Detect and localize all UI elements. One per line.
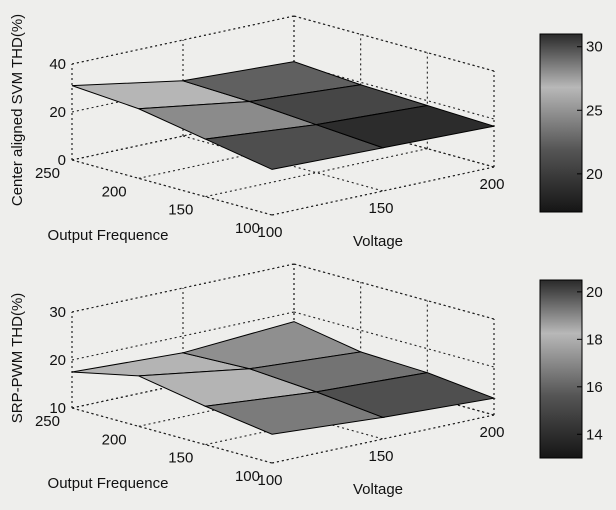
- x-tick-label: 150: [368, 200, 393, 217]
- colorbar-tick-label: 18: [586, 331, 603, 348]
- y-tick-label: 150: [168, 202, 193, 219]
- x-tick-label: 200: [479, 176, 504, 193]
- x-axis-label: Voltage: [353, 481, 403, 498]
- x-tick-label: 100: [257, 472, 282, 489]
- x-tick-label: 150: [368, 448, 393, 465]
- y-tick-label: 200: [102, 183, 127, 200]
- grid-line: [293, 263, 495, 320]
- colorbar-tick-label: 20: [586, 166, 603, 183]
- grid-line: [293, 15, 495, 72]
- y-tick-label: 200: [102, 431, 127, 448]
- surface-patch: [314, 372, 496, 418]
- surface-patch: [316, 104, 495, 149]
- z-tick-label: 40: [49, 56, 66, 73]
- y-tick-label: 150: [168, 450, 193, 467]
- x-tick-label: 100: [257, 224, 282, 241]
- z-tick-label: 20: [49, 104, 66, 121]
- y-tick-label: 100: [235, 468, 260, 485]
- x-tick-label: 200: [479, 424, 504, 441]
- colorbar: [539, 279, 583, 459]
- z-tick-label: 0: [58, 152, 66, 169]
- colorbar-tick-label: 30: [586, 39, 603, 56]
- colorbar-tick-label: 25: [586, 102, 603, 119]
- y-axis-label: Output Frequence: [48, 475, 169, 492]
- z-axis-label: SRP-PWM THD(%): [9, 293, 26, 424]
- z-tick-label: 20: [49, 352, 66, 369]
- z-tick-label: 10: [49, 400, 66, 417]
- x-axis-label: Voltage: [353, 233, 403, 250]
- colorbar: [539, 33, 583, 213]
- y-tick-label: 250: [35, 165, 60, 182]
- colorbar-tick-label: 20: [586, 284, 603, 301]
- y-tick-label: 100: [235, 220, 260, 237]
- colorbar-tick-label: 16: [586, 379, 603, 396]
- z-axis-label: Center aligned SVM THD(%): [9, 14, 26, 206]
- y-axis-label: Output Frequence: [48, 227, 169, 244]
- y-tick-label: 250: [35, 413, 60, 430]
- z-tick-label: 30: [49, 304, 66, 321]
- colorbar-tick-label: 14: [586, 426, 603, 443]
